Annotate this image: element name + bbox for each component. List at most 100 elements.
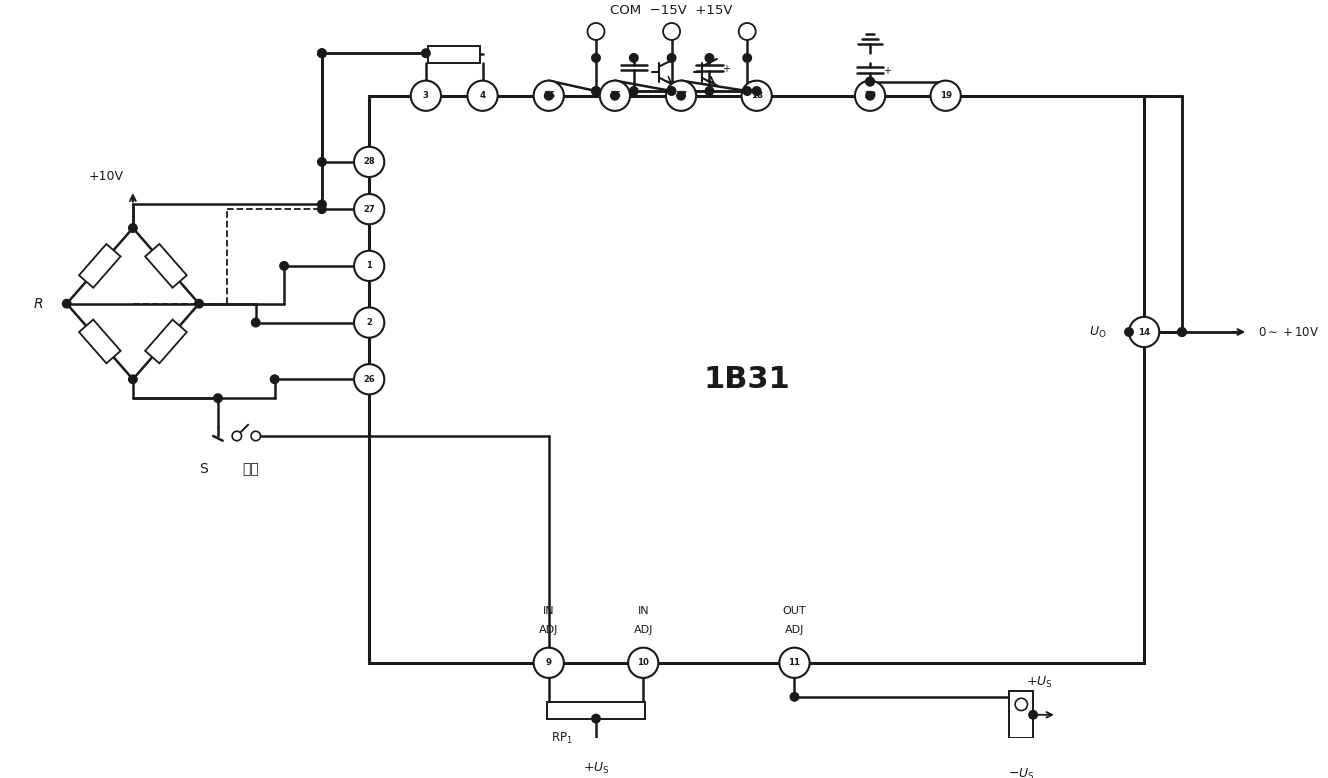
Circle shape bbox=[705, 87, 713, 95]
Text: ADJ: ADJ bbox=[633, 625, 653, 635]
Text: 20: 20 bbox=[865, 91, 876, 100]
Text: $-U_{\rm S}$: $-U_{\rm S}$ bbox=[1008, 767, 1035, 778]
Circle shape bbox=[1015, 753, 1028, 766]
Circle shape bbox=[195, 300, 203, 308]
Text: OUT: OUT bbox=[782, 606, 806, 616]
Circle shape bbox=[753, 87, 761, 95]
Text: 15: 15 bbox=[610, 91, 620, 100]
Text: IN: IN bbox=[543, 606, 555, 616]
Circle shape bbox=[534, 647, 564, 678]
Text: +10V: +10V bbox=[89, 170, 124, 183]
Circle shape bbox=[866, 92, 874, 100]
Polygon shape bbox=[78, 320, 121, 363]
Circle shape bbox=[592, 714, 600, 723]
Circle shape bbox=[629, 54, 637, 62]
Text: 17: 17 bbox=[675, 91, 687, 100]
Circle shape bbox=[129, 375, 137, 384]
Text: 1B31: 1B31 bbox=[704, 365, 790, 394]
FancyBboxPatch shape bbox=[428, 46, 481, 63]
Circle shape bbox=[742, 87, 752, 95]
Circle shape bbox=[62, 300, 70, 308]
Circle shape bbox=[1125, 328, 1133, 336]
Circle shape bbox=[592, 87, 600, 95]
Circle shape bbox=[677, 92, 685, 100]
Circle shape bbox=[271, 375, 279, 384]
Circle shape bbox=[629, 87, 637, 95]
Text: IN: IN bbox=[637, 606, 649, 616]
Text: S: S bbox=[199, 462, 208, 476]
Circle shape bbox=[355, 194, 384, 224]
Text: 1: 1 bbox=[367, 261, 372, 271]
Circle shape bbox=[738, 23, 756, 40]
Text: 2: 2 bbox=[367, 318, 372, 327]
Text: $U_{\rm O}$: $U_{\rm O}$ bbox=[1089, 324, 1106, 339]
Text: $+U_{\rm S}$: $+U_{\rm S}$ bbox=[583, 761, 610, 776]
FancyBboxPatch shape bbox=[547, 702, 645, 719]
Text: 19: 19 bbox=[940, 91, 952, 100]
Text: +: + bbox=[722, 65, 730, 74]
Text: 14: 14 bbox=[1138, 328, 1150, 337]
Circle shape bbox=[931, 81, 960, 110]
Text: 3: 3 bbox=[422, 91, 429, 100]
Text: 18: 18 bbox=[750, 91, 762, 100]
Text: 10: 10 bbox=[637, 658, 649, 668]
Circle shape bbox=[742, 54, 752, 62]
Text: R: R bbox=[33, 296, 42, 310]
Circle shape bbox=[317, 205, 327, 213]
Circle shape bbox=[317, 200, 327, 209]
Circle shape bbox=[317, 49, 327, 58]
Text: 10k: 10k bbox=[586, 705, 607, 715]
FancyBboxPatch shape bbox=[1009, 691, 1033, 738]
Polygon shape bbox=[78, 244, 121, 288]
Circle shape bbox=[355, 307, 384, 338]
Text: 16: 16 bbox=[543, 91, 555, 100]
Text: 9: 9 bbox=[546, 658, 551, 668]
Circle shape bbox=[317, 49, 327, 58]
Text: 4: 4 bbox=[479, 91, 486, 100]
Circle shape bbox=[232, 431, 242, 440]
Circle shape bbox=[280, 261, 288, 270]
Circle shape bbox=[317, 158, 327, 166]
Circle shape bbox=[780, 647, 810, 678]
Circle shape bbox=[1029, 710, 1037, 719]
Circle shape bbox=[855, 81, 886, 110]
Circle shape bbox=[410, 81, 441, 110]
Circle shape bbox=[251, 431, 260, 440]
Polygon shape bbox=[145, 320, 187, 363]
Circle shape bbox=[590, 746, 603, 759]
Text: ${\rm RP}_2$: ${\rm RP}_2$ bbox=[1012, 700, 1031, 714]
Circle shape bbox=[665, 81, 696, 110]
Text: ADJ: ADJ bbox=[785, 625, 805, 635]
Text: 26: 26 bbox=[364, 375, 374, 384]
Text: COM  −15V  +15V: COM −15V +15V bbox=[611, 4, 733, 17]
Text: $0{\sim}+10{\rm V}$: $0{\sim}+10{\rm V}$ bbox=[1258, 325, 1319, 338]
Circle shape bbox=[705, 54, 713, 62]
Text: $+U_{\rm S}$: $+U_{\rm S}$ bbox=[1027, 675, 1053, 690]
Circle shape bbox=[663, 23, 680, 40]
Circle shape bbox=[355, 147, 384, 177]
Polygon shape bbox=[145, 244, 187, 288]
Circle shape bbox=[592, 54, 600, 62]
Circle shape bbox=[251, 318, 260, 327]
Text: 50k: 50k bbox=[1012, 717, 1031, 727]
Circle shape bbox=[355, 364, 384, 394]
Text: 28: 28 bbox=[364, 157, 374, 166]
Text: +: + bbox=[883, 66, 891, 76]
Circle shape bbox=[544, 92, 552, 100]
Circle shape bbox=[611, 92, 619, 100]
Circle shape bbox=[600, 81, 629, 110]
Circle shape bbox=[790, 692, 798, 701]
Circle shape bbox=[1178, 328, 1186, 336]
Circle shape bbox=[1015, 698, 1028, 710]
Text: 27: 27 bbox=[364, 205, 374, 214]
FancyBboxPatch shape bbox=[369, 96, 1145, 663]
Text: 11: 11 bbox=[789, 658, 801, 668]
Circle shape bbox=[668, 87, 676, 95]
Circle shape bbox=[741, 81, 772, 110]
Text: 校准: 校准 bbox=[243, 462, 259, 476]
Circle shape bbox=[628, 647, 659, 678]
Circle shape bbox=[1178, 328, 1186, 336]
Circle shape bbox=[129, 224, 137, 233]
Circle shape bbox=[866, 77, 874, 86]
Circle shape bbox=[668, 54, 676, 62]
